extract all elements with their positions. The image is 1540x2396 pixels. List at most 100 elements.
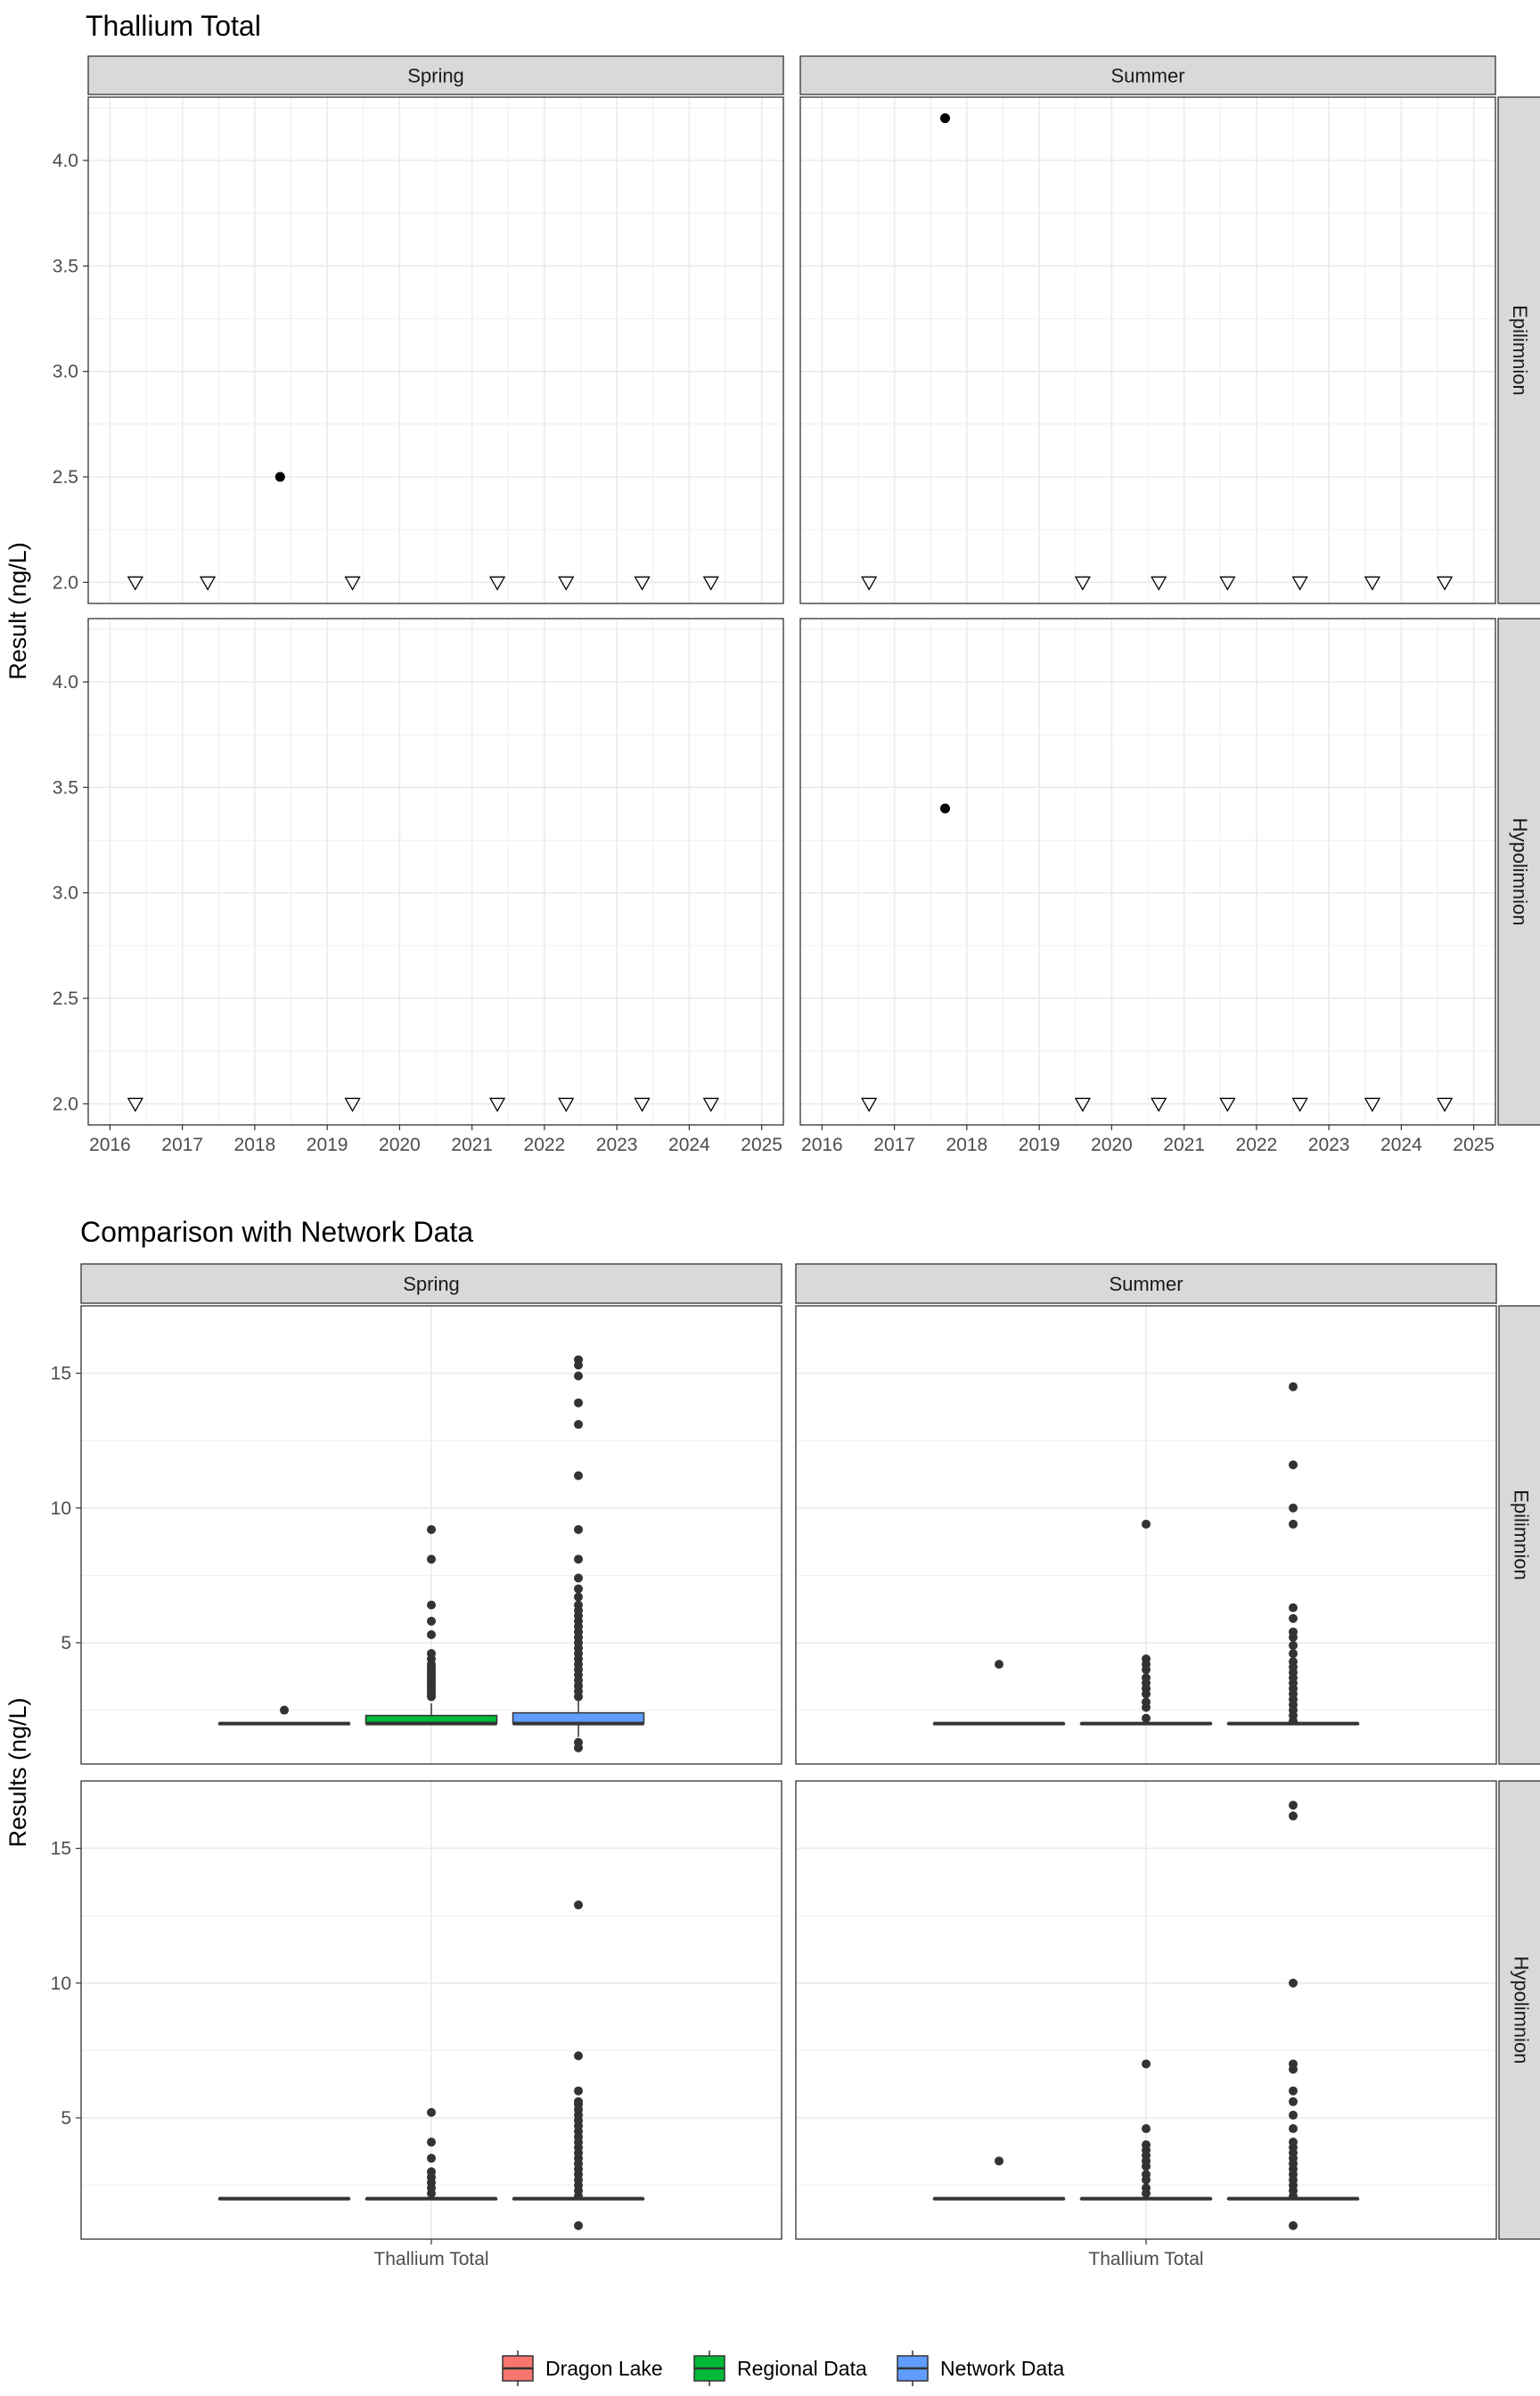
x-tick-label: 2024 <box>668 1135 710 1155</box>
strip-spring <box>87 55 784 95</box>
legend-item-network-data: Network Data <box>897 2351 1065 2386</box>
below-detection-marker <box>861 576 878 591</box>
outlier-point <box>1142 2124 1151 2134</box>
outlier-point <box>1289 1978 1298 1988</box>
outlier-point <box>427 2167 436 2177</box>
strip-hypolimnion <box>1497 618 1540 1126</box>
strip-label-epilimnion: Epilimnion <box>1509 305 1531 396</box>
outlier-point <box>574 1592 583 1602</box>
below-detection-marker <box>344 1097 361 1112</box>
panel-border <box>799 618 1496 1126</box>
y-tick-label: 15 <box>51 1364 71 1384</box>
outlier-point <box>1289 1503 1298 1513</box>
outlier-point <box>1289 1603 1298 1612</box>
legend-label: Network Data <box>940 2357 1065 2380</box>
box-regional-data <box>365 1524 498 1726</box>
x-tick-label: 2024 <box>1380 1135 1422 1155</box>
below-detection-marker <box>1291 1097 1308 1112</box>
below-detection-marker <box>1364 1097 1381 1112</box>
y-tick-label: 15 <box>51 1839 71 1859</box>
below-detection-marker <box>634 576 651 591</box>
panel-border <box>87 96 784 604</box>
chart-boxplot-comparison: Spring Summer Epilimnion Hypolimnion 5 10 15 5 1… <box>4 1263 1540 2269</box>
outlier-point <box>1289 1811 1298 1821</box>
y-tick-label: 5 <box>61 1633 71 1653</box>
y-tick-label: 3.0 <box>53 883 78 904</box>
box-regional-data <box>1079 2059 1213 2201</box>
chart-time-series: Spring Summer Epilimnion Hypolimnion 2.0 2.5 3… <box>4 55 1540 1155</box>
outlier-point <box>574 1398 583 1407</box>
outlier-point <box>1142 2059 1151 2069</box>
box-network-data <box>1226 1801 1360 2230</box>
detected-point <box>274 472 285 482</box>
legend-item-dragon-lake: Dragon Lake <box>502 2351 663 2386</box>
outlier-point <box>574 1471 583 1481</box>
y-tick-label: 3.0 <box>53 362 78 382</box>
y-tick-label: 4.0 <box>53 672 78 693</box>
box-dragon-lake <box>932 2156 1066 2201</box>
box-regional-data <box>365 2107 498 2201</box>
x-tick-label: 2023 <box>596 1135 638 1155</box>
below-detection-marker <box>1219 576 1236 591</box>
outlier-point <box>427 1524 436 1534</box>
below-detection-marker <box>558 1097 575 1112</box>
outlier-point <box>574 2220 583 2230</box>
box-dragon-lake <box>217 1705 351 1726</box>
below-detection-marker <box>1437 576 1454 591</box>
outlier-point <box>1289 1627 1298 1637</box>
panel-summer-hypolimnion <box>795 1780 1497 2240</box>
panel-summer-hypolimnion <box>799 618 1496 1126</box>
below-detection-marker <box>702 1097 719 1112</box>
outlier-point <box>574 1420 583 1430</box>
below-detection-marker <box>1074 576 1092 591</box>
below-detection-marker <box>1291 576 1308 591</box>
x-tick-label: 2018 <box>946 1135 988 1155</box>
outlier-point <box>1289 2086 1298 2096</box>
x-tick-label: 2017 <box>161 1135 203 1155</box>
outlier-point <box>1289 2110 1298 2120</box>
y-tick-label: 10 <box>51 1498 71 1519</box>
outlier-point <box>427 1649 436 1659</box>
x-tick-label: Thallium Total <box>373 2249 488 2269</box>
panel-border <box>795 1305 1497 1765</box>
box-network-data <box>512 1900 645 2230</box>
outlier-point <box>574 1900 583 1910</box>
x-tick-label: 2021 <box>451 1135 493 1155</box>
panel-border <box>799 96 1496 604</box>
outlier-point <box>574 1743 583 1752</box>
below-detection-marker <box>861 1097 878 1112</box>
below-detection-marker <box>1074 1097 1092 1112</box>
below-detection-marker <box>127 1097 143 1112</box>
box-network-data <box>1226 1382 1360 1726</box>
y-tick-label: 2.0 <box>53 572 78 593</box>
outlier-point <box>427 1600 436 1610</box>
y-tick-label: 2.0 <box>53 1094 78 1114</box>
y-axis-title: Result (ng/L) <box>4 542 31 680</box>
outlier-point <box>574 1355 583 1365</box>
outlier-point <box>574 2086 583 2096</box>
y-tick-label: 2.5 <box>53 989 78 1009</box>
below-detection-marker <box>1151 576 1167 591</box>
outlier-point <box>1142 2170 1151 2179</box>
outlier-point <box>1289 2220 1298 2230</box>
below-detection-marker <box>1219 1097 1236 1112</box>
below-detection-marker <box>344 576 361 591</box>
outlier-point <box>995 2156 1003 2166</box>
below-detection-marker <box>127 576 143 591</box>
chart-title-thallium-total: Thallium Total <box>86 10 261 42</box>
strip-label-summer: Summer <box>1109 1273 1183 1295</box>
legend: Dragon Lake Regional Data Network Data <box>502 2351 1065 2386</box>
panel-border <box>87 618 784 1126</box>
outlier-point <box>1289 1613 1298 1623</box>
outlier-point <box>1289 1640 1298 1650</box>
strip-epilimnion <box>1498 1305 1540 1765</box>
y-tick-label: 3.5 <box>53 256 78 276</box>
outlier-point <box>1289 2096 1298 2106</box>
panel-spring-epilimnion <box>80 1305 782 1765</box>
y-tick-label: 3.5 <box>53 777 78 798</box>
strip-summer <box>795 1263 1497 1304</box>
below-detection-marker <box>199 576 217 591</box>
y-tick-label: 10 <box>51 1973 71 1994</box>
strip-label-summer: Summer <box>1110 65 1184 87</box>
outlier-point <box>1289 1382 1298 1391</box>
